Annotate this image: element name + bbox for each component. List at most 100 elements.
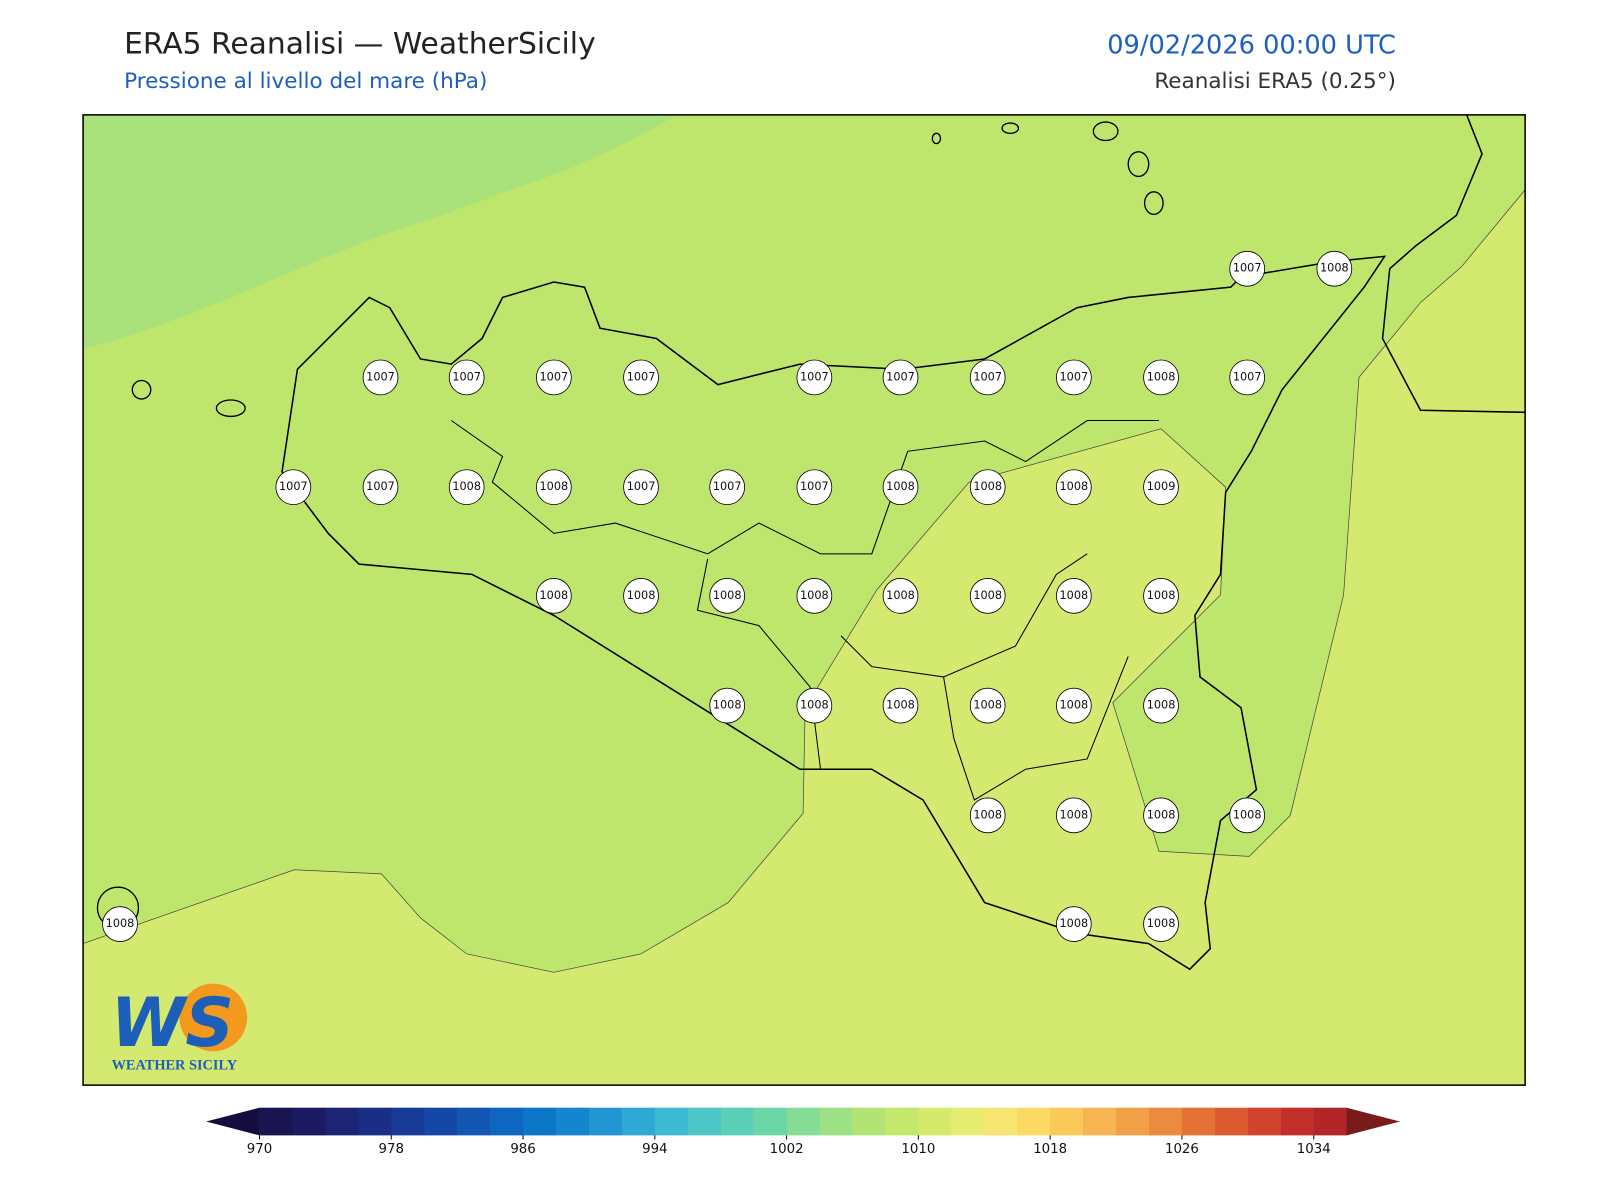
station-value: 1008 [713,589,742,602]
station-marker [882,469,919,506]
station-value: 1007 [540,370,569,383]
station-value: 1007 [627,370,656,383]
colorbar-band [1181,1107,1216,1136]
colorbar-band [753,1107,788,1136]
station-marker [275,469,312,506]
colorbar-band [457,1107,491,1136]
colorbar-band [292,1107,326,1136]
station-marker [1229,797,1266,834]
station-value: 1007 [279,480,308,493]
station-marker [1143,687,1179,724]
station-value: 1008 [540,480,569,493]
station-value: 1008 [627,589,656,602]
station-marker [448,359,485,396]
station-value: 1007 [366,480,395,493]
station-value: 1008 [1233,808,1262,821]
station-value: 1007 [800,370,829,383]
station-marker [623,469,659,506]
station-value: 1007 [973,370,1002,383]
island [1143,191,1164,216]
station-marker [448,469,485,506]
colorbar-band [786,1107,821,1136]
station-marker [709,469,746,506]
station-marker [969,359,1006,396]
station-value: 1008 [1147,699,1176,712]
colorbar-band [1017,1107,1051,1136]
station-value: 1008 [1060,480,1089,493]
colorbar-band [1313,1107,1348,1136]
station-value: 1007 [886,370,915,383]
station-value: 1008 [1320,262,1349,275]
station-value: 1008 [452,480,481,493]
colorbar-tick-label: 1034 [1297,1142,1331,1157]
station-value: 1008 [1147,589,1176,602]
station-value: 1008 [1060,808,1089,821]
island [1001,122,1020,134]
station-value: 1008 [540,589,569,602]
coastline [281,255,1387,971]
station-marker [536,359,572,396]
title: ERA5 Reanalisi — WeatherSicily [124,26,596,61]
station-value: 1008 [1147,370,1176,383]
station-value: 1008 [1147,917,1176,930]
station-marker [536,469,572,506]
colorbar-tick-label: 1010 [901,1142,935,1157]
colorbar-band [621,1107,656,1136]
station-marker [796,359,833,396]
colorbar-band [523,1107,557,1136]
station-value: 1008 [973,480,1002,493]
colorbar-band [1116,1107,1150,1136]
logo-text: WEATHER SICILY [112,1058,238,1074]
island [1092,121,1119,142]
station-marker [1143,578,1179,614]
station-marker [1056,797,1092,834]
station-marker [1056,359,1092,396]
station-marker [1056,687,1092,724]
colorbar-tick-label: 986 [510,1142,535,1157]
station-value: 1008 [886,589,915,602]
station-marker [709,578,746,614]
station-value: 1008 [973,808,1002,821]
station-marker [102,906,138,942]
coastline [1381,114,1526,414]
station-marker [1143,359,1179,396]
station-marker [1143,469,1179,506]
colorbar-band [852,1107,886,1136]
station-marker [536,578,572,614]
station-value: 1008 [1147,808,1176,821]
colorbar-band [1247,1107,1282,1136]
station-marker [1229,250,1266,287]
colorbar-tick-label: 994 [642,1142,667,1157]
colorbar-band [588,1107,623,1136]
colorbar: 970 978 986 994 1002 1010 1018 1026 1034 [206,1107,1400,1157]
station-value: 1008 [973,699,1002,712]
station-marker [969,687,1006,724]
colorbar-tick-label: 1002 [770,1142,804,1157]
station-marker [1316,250,1353,287]
station-value: 1007 [452,370,481,383]
station-value: 1008 [886,480,915,493]
station-marker [796,469,833,506]
colorbar-band [654,1107,689,1136]
station-marker [882,578,919,614]
station-value: 1008 [886,699,915,712]
station-marker [1143,906,1179,942]
pressure-zone [83,114,1526,973]
colorbar-band [951,1107,985,1136]
province-border [450,419,1159,801]
colorbar-band [325,1107,359,1136]
logo-sun [179,983,248,1052]
station-marker [1056,578,1092,614]
colorbar-tick-label: 1026 [1165,1142,1199,1157]
datetime: 09/02/2026 00:00 UTC [1107,30,1396,60]
subtitle: Pressione al livello del mare (hPa) [124,69,487,94]
station-value: 1009 [1147,480,1176,493]
station-marker [362,469,399,506]
station-value: 1007 [1060,370,1089,383]
station-marker [1056,906,1092,942]
colorbar-band [1214,1107,1249,1136]
colorbar-band [918,1107,952,1136]
station-marker [969,797,1006,834]
source: Reanalisi ERA5 (0.25°) [1154,69,1396,94]
station-value: 1008 [713,699,742,712]
